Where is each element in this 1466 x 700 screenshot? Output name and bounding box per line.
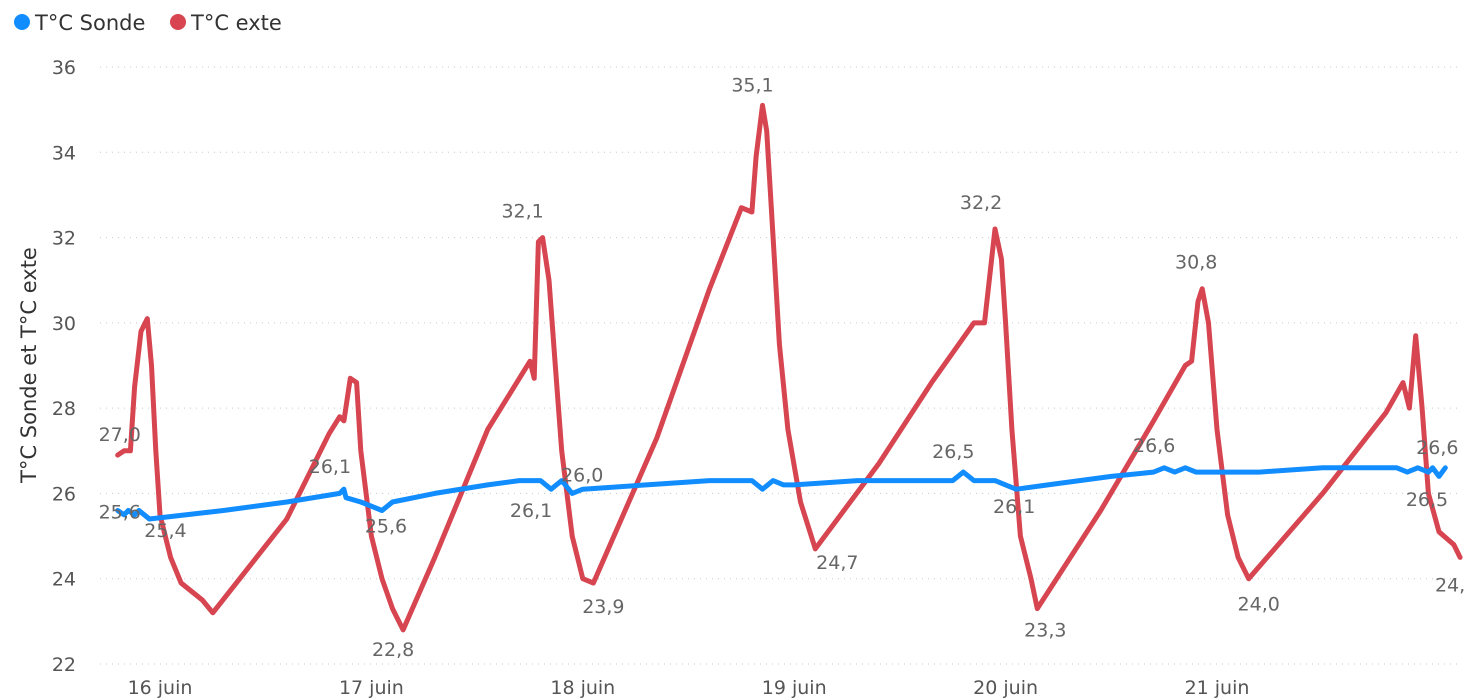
y-tick-label: 36 <box>52 57 76 79</box>
y-tick-label: 34 <box>52 142 76 164</box>
data-label: 26,5 <box>1406 489 1448 511</box>
x-tick-label: 19 juin <box>762 677 827 699</box>
legend-label-exte: T°C exte <box>190 11 282 35</box>
data-label: 26,1 <box>309 456 351 478</box>
data-label: 24,7 <box>816 552 858 574</box>
data-label: 27,0 <box>99 424 141 446</box>
data-label: 23,3 <box>1024 620 1066 642</box>
legend-label-sonde: T°C Sonde <box>34 11 145 35</box>
data-label: 24,5 <box>1435 574 1466 596</box>
x-tick-label: 16 juin <box>128 677 193 699</box>
data-label: 26,6 <box>1416 437 1458 459</box>
data-label: 25,6 <box>99 501 141 523</box>
y-axis-ticks: 22 24 26 28 30 32 34 36 <box>52 57 76 676</box>
data-label: 25,6 <box>365 515 407 537</box>
series-line-sonde <box>115 465 1448 522</box>
data-label: 24,0 <box>1238 594 1280 616</box>
series-line-exte <box>115 102 1463 633</box>
series-lines <box>115 102 1463 633</box>
y-axis-title: T°C Sonde et T°C exte <box>17 247 41 484</box>
legend-marker-sonde <box>14 14 30 30</box>
data-label: 32,2 <box>960 192 1002 214</box>
x-tick-label: 18 juin <box>550 677 615 699</box>
data-label: 26,1 <box>510 500 552 522</box>
x-axis-ticks: 16 juin 17 juin 18 juin 19 juin 20 juin 21 ju… <box>128 677 1250 699</box>
y-tick-label: 26 <box>52 483 76 505</box>
legend-marker-exte <box>170 14 186 30</box>
data-label: 26,6 <box>1133 435 1175 457</box>
legend-item-exte[interactable]: T°C exte <box>170 11 282 35</box>
data-label: 23,9 <box>582 596 624 618</box>
data-label: 26,1 <box>993 496 1035 518</box>
data-label: 32,1 <box>501 201 543 223</box>
x-tick-label: 21 juin <box>1185 677 1250 699</box>
y-tick-label: 24 <box>52 569 76 591</box>
y-tick-label: 28 <box>52 398 76 420</box>
data-label: 35,1 <box>731 74 773 96</box>
data-label: 30,8 <box>1175 252 1217 274</box>
y-tick-label: 30 <box>52 313 76 335</box>
data-label: 26,5 <box>932 441 974 463</box>
data-label: 22,8 <box>372 639 414 661</box>
data-labels: 27,025,625,426,125,622,832,126,026,123,9… <box>99 74 1466 661</box>
legend-item-sonde[interactable]: T°C Sonde <box>14 11 145 35</box>
x-tick-label: 17 juin <box>339 677 404 699</box>
y-tick-label: 22 <box>52 654 76 676</box>
x-tick-label: 20 juin <box>973 677 1038 699</box>
legend[interactable]: T°C Sonde T°C exte <box>14 11 282 35</box>
data-label: 26,0 <box>561 464 603 486</box>
data-label: 25,4 <box>144 520 186 542</box>
y-tick-label: 32 <box>52 228 76 250</box>
